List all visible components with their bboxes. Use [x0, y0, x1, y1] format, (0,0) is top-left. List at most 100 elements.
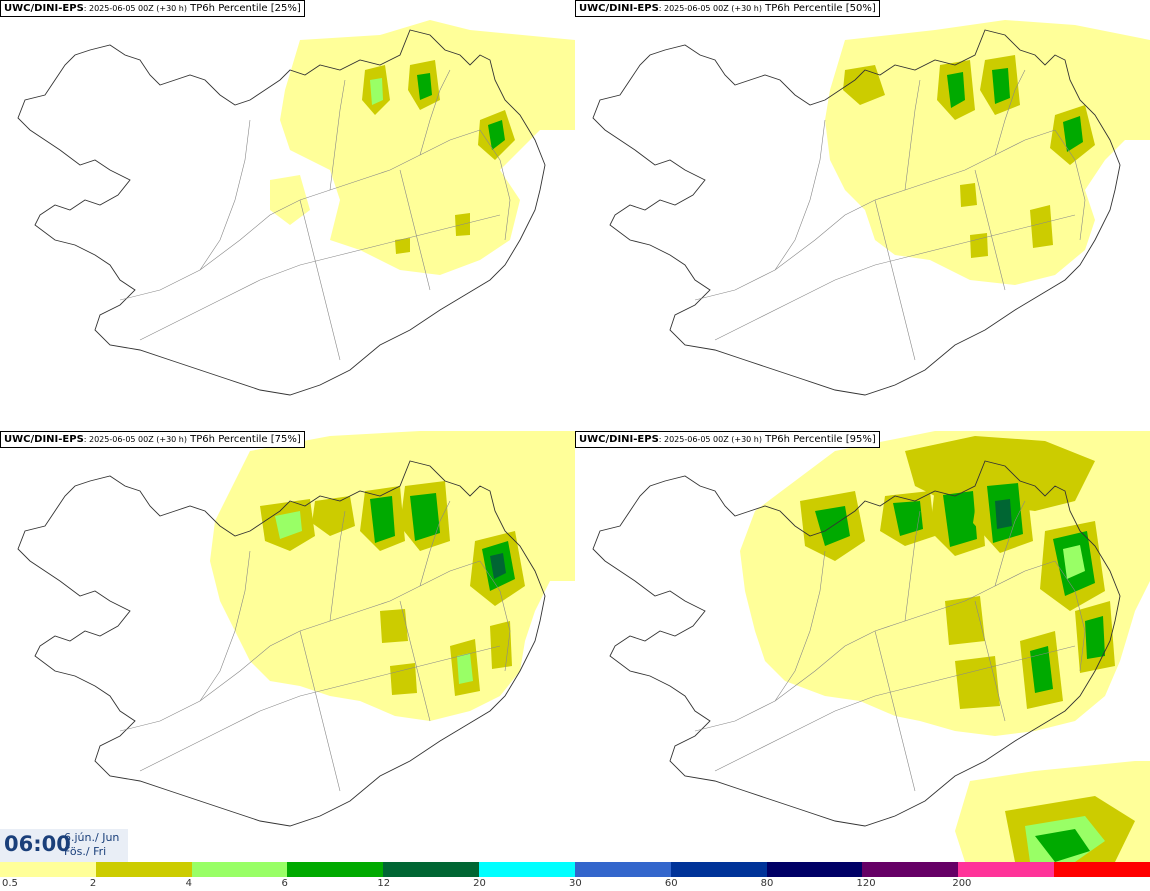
precip-contour [270, 175, 310, 225]
precip-contour [370, 78, 383, 105]
panel-title: UWC/DINI-EPS: 2025-06-05 00Z (+30 h) TP6… [0, 431, 305, 448]
colorbar-label: 200 [952, 878, 972, 889]
precip-contour [390, 663, 417, 695]
road-line [974, 169, 1006, 291]
precip-contour [955, 656, 1000, 709]
valid-time: 06:00 [4, 832, 71, 856]
precip-contour [960, 183, 977, 207]
colorbar-label: 80 [760, 878, 774, 889]
percentile-label: [25%] [270, 3, 301, 14]
colorbar-swatch [862, 862, 959, 877]
run-info: : 2025-06-05 00Z (+30 h) [658, 4, 762, 13]
colorbar-label: 20 [473, 878, 486, 889]
colorbar-swatch [670, 862, 767, 877]
colorbar-swatch [479, 862, 575, 877]
precip-contour [947, 72, 965, 108]
road-line [299, 199, 341, 361]
colorbar-swatch [1054, 862, 1150, 877]
colorbar-label: 6 [281, 878, 288, 889]
run-info: : 2025-06-05 00Z (+30 h) [83, 4, 187, 13]
colorbar-label: 0.5 [2, 878, 18, 889]
precip-contour [370, 496, 395, 543]
road-line [904, 510, 921, 622]
colorbar-label: 120 [856, 878, 876, 889]
precip-contour [1030, 205, 1053, 248]
map-panel-p50: UWC/DINI-EPS: 2025-06-05 00Z (+30 h) TP6… [575, 0, 1150, 431]
precip-contour [1063, 116, 1083, 152]
precip-contour [457, 653, 473, 684]
percentile-label: [95%] [845, 434, 876, 445]
percentile-label: [50%] [845, 3, 876, 14]
road-line [714, 645, 1076, 772]
colorbar-label: 12 [377, 878, 391, 889]
panel-title: UWC/DINI-EPS: 2025-06-05 00Z (+30 h) TP6… [575, 431, 880, 448]
road-line [299, 630, 341, 792]
colorbar-swatch [766, 862, 863, 877]
precip-contour [490, 553, 506, 579]
coastline [592, 29, 1121, 396]
colorbar-labels: 0.5 2 4 6 12 20 30 60 80 120 200 [0, 877, 1150, 891]
road-line [1054, 560, 1086, 672]
precip-contour [893, 501, 923, 536]
precip-contour [488, 120, 505, 150]
road-line [119, 129, 481, 301]
precip-map [592, 20, 1150, 396]
field-name: TP6h Percentile [190, 3, 268, 14]
road-line [694, 560, 1056, 732]
road-line [139, 214, 501, 341]
precip-contour [490, 621, 512, 669]
road-line [994, 500, 1026, 587]
colorbar-swatch [958, 862, 1055, 877]
precip-contour [380, 609, 408, 643]
precip-contour [410, 493, 440, 541]
precip-map [17, 431, 575, 827]
valid-date-line2: Fös./ Fri [64, 845, 107, 858]
coastline [592, 460, 1121, 827]
colorbar-label: 2 [89, 878, 97, 889]
precip-map [17, 20, 575, 396]
model-name: UWC/DINI-EPS [579, 434, 659, 445]
precip-contour [825, 20, 1150, 285]
precip-contour [945, 596, 985, 645]
valid-date-line1: 6.jún./ Jun [64, 831, 120, 844]
road-line [419, 500, 451, 587]
road-line [199, 550, 251, 702]
colorbar-label: 30 [569, 878, 582, 889]
road-line [1054, 129, 1086, 241]
colorbar-swatch [191, 862, 288, 877]
field-name: TP6h Percentile [190, 434, 268, 445]
road-line [774, 119, 826, 271]
panel-title: UWC/DINI-EPS: 2025-06-05 00Z (+30 h) TP6… [575, 0, 880, 17]
panel-title: UWC/DINI-EPS: 2025-06-05 00Z (+30 h) TP6… [0, 0, 305, 17]
colorbar-swatch [287, 862, 384, 877]
road-line [419, 69, 451, 156]
precip-contour [417, 73, 432, 100]
colorbar [0, 862, 1150, 877]
precip-contour [1085, 616, 1105, 659]
road-line [329, 79, 346, 191]
colorbar-swatch [95, 862, 192, 877]
road-line [874, 199, 916, 361]
precip-contour [280, 20, 575, 275]
road-line [904, 79, 921, 191]
road-line [874, 630, 916, 792]
precip-contour [995, 499, 1012, 529]
road-line [714, 214, 1076, 341]
road-line [199, 119, 251, 271]
coastline [17, 460, 546, 827]
road-line [329, 510, 346, 622]
precip-contour [943, 491, 977, 547]
precip-contour [1063, 545, 1085, 579]
road-line [399, 169, 431, 291]
field-name: TP6h Percentile [765, 434, 843, 445]
precip-contour [970, 233, 988, 258]
road-line [139, 645, 501, 772]
valid-time-box: 06:00 6.jún./ Jun Fös./ Fri [0, 829, 128, 862]
road-line [774, 550, 826, 702]
map-panel-p95: UWC/DINI-EPS: 2025-06-05 00Z (+30 h) TP6… [575, 431, 1150, 862]
precip-contour [1035, 829, 1090, 862]
model-name: UWC/DINI-EPS [4, 434, 84, 445]
road-line [479, 560, 511, 672]
valid-date: 6.jún./ Jun Fös./ Fri [64, 831, 119, 859]
road-line [974, 600, 1006, 722]
